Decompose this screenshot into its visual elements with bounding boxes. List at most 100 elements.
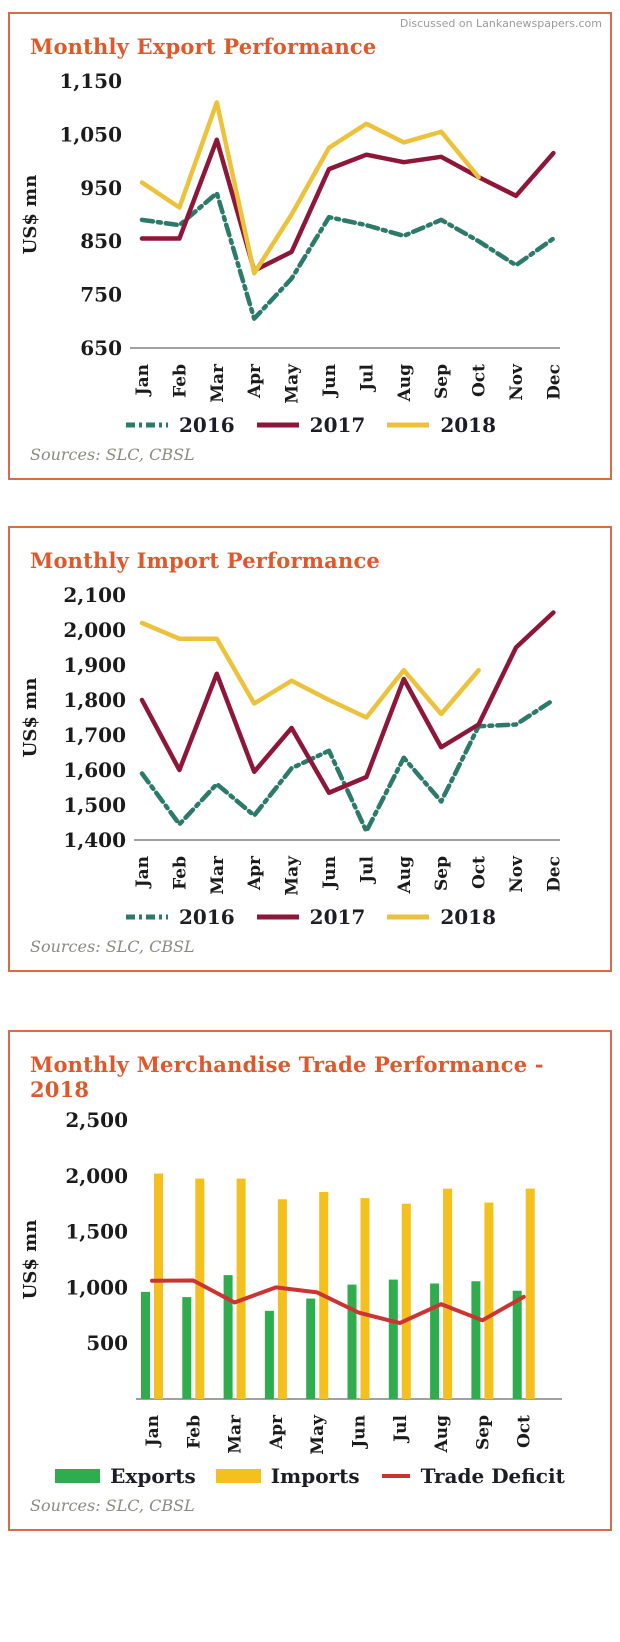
month-label: Jul xyxy=(357,363,377,392)
trade-sources-note: Sources: SLC, CBSL xyxy=(30,1496,195,1515)
legend-label-2018: 2018 xyxy=(440,905,496,929)
y-tick-label: 1,700 xyxy=(63,723,126,747)
exports-bar xyxy=(512,1290,522,1399)
import-sources-note: Sources: SLC, CBSL xyxy=(30,937,195,956)
month-label: May xyxy=(283,363,303,404)
month-label: Aug xyxy=(395,364,415,403)
exports-bar xyxy=(347,1284,357,1399)
legend-swatch-exports xyxy=(55,1469,101,1483)
month-label: Jun xyxy=(350,1415,370,1450)
month-label: Apr xyxy=(245,363,265,399)
legend-label-2017: 2017 xyxy=(309,905,366,929)
month-label: Jan xyxy=(133,856,153,889)
y-axis-title: US$ mn xyxy=(20,1220,41,1300)
y-tick-label: 1,900 xyxy=(63,653,126,677)
y-tick-label: 1,800 xyxy=(63,688,126,712)
export-chart-panel: Discussed on Lankanewspapers.com Monthly… xyxy=(8,12,612,480)
month-label: Dec xyxy=(544,856,564,892)
month-label: Oct xyxy=(470,856,490,889)
month-label: Oct xyxy=(515,1415,535,1448)
y-tick-label: 2,000 xyxy=(65,1164,128,1188)
series-line-2018 xyxy=(139,100,481,276)
y-tick-label: 1,600 xyxy=(63,758,126,782)
y-tick-label: 1,150 xyxy=(59,69,122,93)
legend-swatch-2017 xyxy=(256,914,299,920)
legend-swatch-2018 xyxy=(387,422,430,428)
month-label: Jun xyxy=(320,856,340,891)
series-line-2016 xyxy=(139,697,556,834)
imports-bar xyxy=(195,1178,205,1399)
import-chart-title: Monthly Import Performance xyxy=(30,548,380,573)
legend-label-exports: Exports xyxy=(110,1464,196,1488)
month-label: Aug xyxy=(432,1415,452,1454)
month-label: Feb xyxy=(170,856,190,890)
legend-label-2016: 2016 xyxy=(178,413,235,437)
y-tick-label: 1,500 xyxy=(63,793,126,817)
trade-bar-chart: 2,500 2,000 1,500 1,000 500 US$ mn Jan Feb Mar Ap… xyxy=(20,1108,562,1455)
month-label: Mar xyxy=(208,855,228,895)
imports-bar xyxy=(360,1198,370,1399)
exports-bar xyxy=(306,1298,316,1399)
legend-label-2018: 2018 xyxy=(440,413,496,437)
import-line-chart: 2,100 2,000 1,900 1,800 1,700 1,600 1,500 1,400… xyxy=(20,583,564,896)
y-axis-title: US$ mn xyxy=(20,678,41,758)
y-tick-label: 750 xyxy=(80,283,122,307)
month-label: Mar xyxy=(208,363,228,403)
legend-swatch-trade-deficit xyxy=(381,1474,410,1478)
legend-swatch-2018 xyxy=(387,914,430,920)
legend-label-trade-deficit: Trade Deficit xyxy=(420,1464,565,1488)
export-sources-note: Sources: SLC, CBSL xyxy=(30,445,195,464)
trade-chart-legend: Exports Imports Trade Deficit xyxy=(10,1464,610,1488)
y-tick-label: 2,000 xyxy=(63,618,126,642)
y-tick-label: 1,400 xyxy=(63,828,126,852)
legend-label-imports: Imports xyxy=(270,1464,360,1488)
month-label: Apr xyxy=(245,855,265,891)
legend-swatch-2017 xyxy=(256,422,299,428)
watermark-text: Discussed on Lankanewspapers.com xyxy=(399,17,602,30)
month-label: Feb xyxy=(184,1415,204,1449)
legend-swatch-2016 xyxy=(125,914,168,920)
month-label: Nov xyxy=(507,363,527,401)
exports-bar xyxy=(471,1281,481,1399)
exports-bar xyxy=(182,1297,192,1399)
imports-bar xyxy=(277,1199,287,1399)
month-label: Jul xyxy=(357,855,377,884)
y-tick-label: 850 xyxy=(80,229,122,253)
imports-bar xyxy=(154,1173,163,1399)
import-chart-panel: Monthly Import Performance 2,100 2,000 1,9… xyxy=(8,526,612,972)
month-label: Aug xyxy=(395,856,415,895)
series-line-2018 xyxy=(139,620,481,720)
imports-bar xyxy=(525,1188,535,1399)
exports-bar xyxy=(264,1310,274,1399)
imports-bar xyxy=(484,1202,494,1399)
y-tick-label: 500 xyxy=(86,1331,128,1355)
month-label: Dec xyxy=(544,364,564,400)
month-label: Sep xyxy=(432,856,452,891)
imports-bar xyxy=(236,1178,246,1399)
y-tick-label: 1,050 xyxy=(59,122,122,146)
exports-bar xyxy=(430,1283,440,1399)
export-chart-legend: 2016 2017 2018 xyxy=(10,413,610,437)
series-line-2017 xyxy=(139,610,556,795)
month-label: Oct xyxy=(470,364,490,397)
imports-bar xyxy=(401,1203,411,1399)
month-label: Jun xyxy=(320,364,340,399)
month-label: Sep xyxy=(473,1415,493,1450)
imports-bar xyxy=(443,1188,453,1399)
legend-swatch-imports xyxy=(215,1469,261,1483)
month-label: Nov xyxy=(507,855,527,893)
exports-bar xyxy=(223,1275,233,1399)
y-tick-label: 950 xyxy=(80,176,122,200)
page: Discussed on Lankanewspapers.com Monthly… xyxy=(8,12,612,1531)
series-line-2017 xyxy=(139,137,556,273)
y-tick-label: 1,500 xyxy=(65,1220,128,1244)
month-label: May xyxy=(283,855,303,896)
month-label: Jan xyxy=(133,364,153,397)
month-label: Apr xyxy=(267,1414,287,1450)
export-line-chart: 1,150 1,050 950 850 750 650 US$ mn Jan Feb Mar Apr… xyxy=(20,69,564,404)
exports-bar xyxy=(388,1279,398,1399)
month-label: May xyxy=(308,1414,328,1455)
legend-label-2016: 2016 xyxy=(178,905,235,929)
y-axis-title: US$ mn xyxy=(20,175,41,255)
y-tick-label: 2,500 xyxy=(65,1108,128,1132)
